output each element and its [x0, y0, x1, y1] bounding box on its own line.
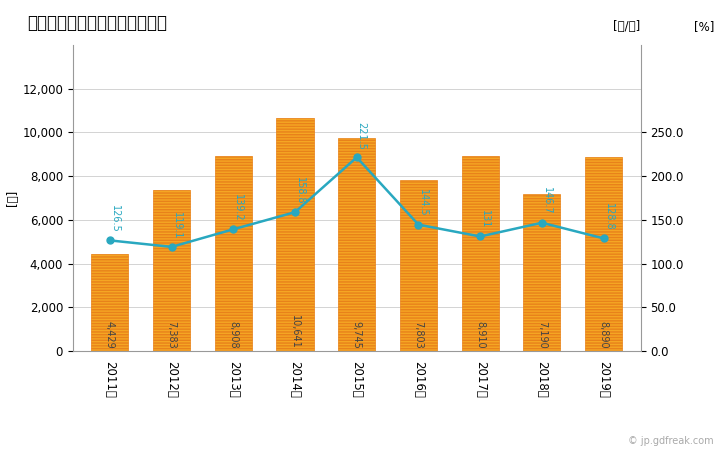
Bar — [400, 180, 437, 351]
Text: 7,383: 7,383 — [167, 321, 177, 348]
Text: 9,745: 9,745 — [352, 320, 362, 348]
Text: 8,890: 8,890 — [598, 321, 609, 348]
Text: 8,908: 8,908 — [229, 321, 238, 348]
Text: 131: 131 — [480, 210, 490, 229]
Text: © jp.gdfreak.com: © jp.gdfreak.com — [628, 436, 713, 446]
Text: 10,641: 10,641 — [290, 315, 300, 348]
Text: 139.2: 139.2 — [233, 194, 243, 221]
Y-axis label: [㎡]: [㎡] — [7, 190, 20, 206]
Bar — [215, 156, 252, 351]
Bar — [277, 118, 314, 351]
Bar — [153, 189, 190, 351]
Text: 126.5: 126.5 — [110, 205, 120, 233]
Text: [㎡/棟]: [㎡/棟] — [614, 20, 641, 33]
Text: 119.1: 119.1 — [172, 212, 181, 239]
Text: [%]: [%] — [694, 20, 714, 33]
Text: 木造建築物の床面積合計の推移: 木造建築物の床面積合計の推移 — [28, 14, 167, 32]
Bar — [339, 138, 375, 351]
Text: 221.5: 221.5 — [357, 122, 367, 149]
Text: 8,910: 8,910 — [475, 321, 485, 348]
Text: 146.7: 146.7 — [542, 187, 552, 215]
Bar — [91, 254, 128, 351]
Text: 128.8: 128.8 — [604, 203, 614, 230]
Bar — [462, 156, 499, 351]
Bar — [523, 194, 561, 351]
Text: 144.5: 144.5 — [419, 189, 428, 217]
Bar — [585, 157, 622, 351]
Text: 7,803: 7,803 — [414, 321, 424, 348]
Text: 7,190: 7,190 — [537, 321, 547, 348]
Text: 4,429: 4,429 — [105, 321, 115, 348]
Text: 158.8: 158.8 — [295, 177, 305, 204]
